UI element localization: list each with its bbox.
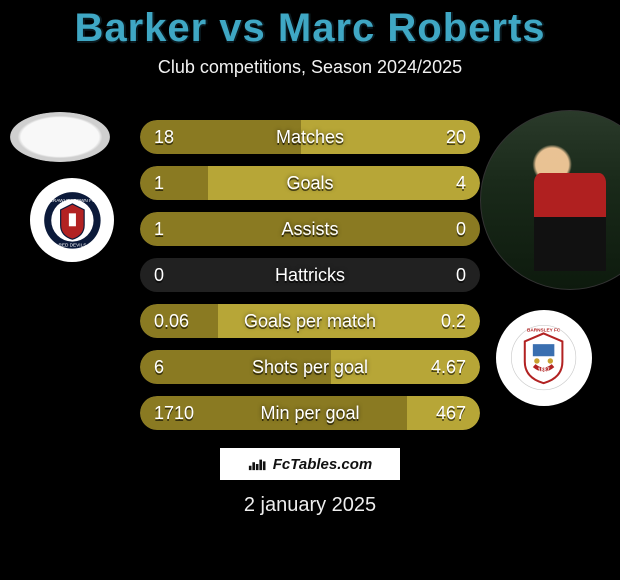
stat-value-right: 0	[442, 258, 480, 292]
stat-row: 14Goals	[140, 166, 480, 200]
stat-fill-right	[218, 304, 480, 338]
svg-text:BARNSLEY FC: BARNSLEY FC	[527, 328, 561, 333]
stat-row: 0 0Hattricks	[140, 258, 480, 292]
stat-fill-right	[331, 350, 480, 384]
stat-fill-right	[208, 166, 480, 200]
stat-fill-left	[140, 212, 480, 246]
svg-text:1887: 1887	[538, 368, 550, 374]
stat-row: 10Assists	[140, 212, 480, 246]
player-photo-left	[10, 112, 110, 162]
stat-label: Hattricks	[140, 258, 480, 292]
stat-fill-left	[140, 166, 208, 200]
watermark-text: FcTables.com	[273, 456, 372, 473]
bars-icon	[248, 457, 269, 471]
stats-comparison-chart: 1820Matches 14Goals 10Assists 0 0Hattricks 0.…	[140, 120, 480, 442]
page-title: Barker vs Marc Roberts	[0, 0, 620, 51]
svg-text:RED DEVILS: RED DEVILS	[58, 242, 86, 247]
stat-row: 0.060.2Goals per match	[140, 304, 480, 338]
stat-fill-left	[140, 120, 301, 154]
stat-fill-left	[140, 304, 218, 338]
stat-fill-left	[140, 396, 407, 430]
page-subtitle: Club competitions, Season 2024/2025	[0, 57, 620, 78]
stat-row: 1710467Min per goal	[140, 396, 480, 430]
stat-fill-right	[407, 396, 480, 430]
club-crest-left: CRAWLEY TOWN FC RED DEVILS	[30, 178, 114, 262]
footer-date: 2 january 2025	[0, 494, 620, 517]
stat-row: 1820Matches	[140, 120, 480, 154]
player-photo-right	[480, 110, 620, 290]
site-watermark: FcTables.com	[220, 448, 400, 480]
stat-fill-right	[301, 120, 480, 154]
stat-row: 64.67Shots per goal	[140, 350, 480, 384]
club-crest-right: 1887 BARNSLEY FC	[496, 310, 592, 406]
stat-value-left: 0	[140, 258, 178, 292]
stat-fill-left	[140, 350, 331, 384]
svg-text:CRAWLEY TOWN FC: CRAWLEY TOWN FC	[49, 198, 96, 203]
